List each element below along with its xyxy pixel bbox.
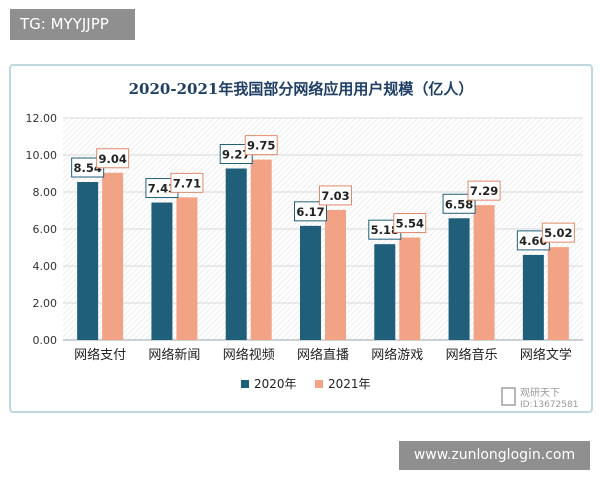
bar-2020 bbox=[448, 218, 470, 340]
data-label: 5.18 bbox=[371, 223, 399, 237]
data-label-box bbox=[442, 193, 476, 214]
data-label: 9.27 bbox=[222, 148, 250, 162]
data-label-box bbox=[393, 213, 427, 234]
data-label: 5.02 bbox=[544, 226, 572, 240]
source-watermark-name: 观研天下 bbox=[520, 387, 560, 399]
data-labels: 8.549.04 7.437.71 9.279.75 6.17 7.03 5.185.54… bbox=[71, 135, 575, 251]
x-tick-label: 网络视频 bbox=[223, 347, 275, 363]
data-label: 7.29 bbox=[470, 184, 498, 198]
x-tick-label: 网络音乐 bbox=[446, 347, 498, 363]
watermark-badge-bottom: www.zunlonglogin.com bbox=[399, 441, 590, 470]
bar-2020 bbox=[300, 225, 321, 340]
data-label-box bbox=[467, 180, 501, 201]
data-label: 5.54 bbox=[396, 217, 424, 231]
legend-label-2020: 2020年 bbox=[254, 377, 297, 391]
source-watermark-id: ID:13672581 bbox=[520, 400, 578, 410]
bar-2021 bbox=[399, 237, 421, 340]
x-tick-label: 网络支付 bbox=[74, 347, 126, 363]
data-label: 6.58 bbox=[445, 197, 473, 211]
data-label: 4.60 bbox=[519, 234, 547, 248]
bar-2020 bbox=[374, 244, 396, 340]
bars bbox=[77, 159, 569, 340]
data-label-box bbox=[170, 172, 204, 193]
data-label: 7.03 bbox=[321, 189, 349, 203]
bar-2020 bbox=[151, 202, 173, 340]
chart-title: 2020-2021年我国部分网络应用用户规模（亿人） bbox=[129, 80, 474, 98]
x-axis-labels: 网络支付 网络新闻 网络视频 网络直播 网络游戏 网络音乐 网络文学 bbox=[74, 347, 572, 363]
source-watermark: 观研天下 ID:13672581 bbox=[501, 387, 578, 410]
legend-label-2021: 2021年 bbox=[328, 377, 371, 391]
data-label: 7.43 bbox=[148, 182, 176, 196]
grid-lines bbox=[63, 117, 583, 341]
y-tick-label: 4.00 bbox=[33, 260, 58, 273]
y-tick-label: 8.00 bbox=[33, 186, 58, 199]
legend: 2020年 2021年 bbox=[241, 377, 371, 391]
y-tick-label: 12.00 bbox=[26, 112, 58, 125]
bar-2021 bbox=[102, 172, 124, 340]
data-label: 9.04 bbox=[98, 152, 126, 166]
watermark-badge-top: TG: MYYJJPP bbox=[10, 9, 135, 40]
y-tick-label: 0.00 bbox=[33, 334, 58, 347]
bar-2021 bbox=[473, 205, 495, 340]
legend-swatch-2021 bbox=[315, 380, 323, 388]
source-logo-icon bbox=[501, 387, 516, 406]
x-tick-label: 网络游戏 bbox=[371, 347, 423, 363]
data-label: 7.71 bbox=[173, 176, 201, 190]
data-label-box bbox=[541, 222, 575, 243]
data-label-box bbox=[96, 148, 130, 169]
chart-frame: 2020-2021年我国部分网络应用用户规模（亿人） 0.00 2.00 4.00 6… bbox=[9, 64, 593, 413]
data-label: 9.75 bbox=[247, 139, 275, 153]
y-axis: 0.00 2.00 4.00 6.00 8.00 10.00 12.00 bbox=[26, 112, 58, 347]
data-label: 6.17 bbox=[296, 205, 324, 219]
y-tick-label: 6.00 bbox=[33, 223, 58, 236]
x-tick-label: 网络直播 bbox=[297, 347, 349, 363]
bar-2020 bbox=[522, 254, 544, 340]
y-tick-label: 10.00 bbox=[26, 149, 58, 162]
bar-chart: 2020-2021年我国部分网络应用用户规模（亿人） 0.00 2.00 4.00 6… bbox=[26, 80, 583, 410]
bar-2020 bbox=[77, 182, 99, 340]
legend-swatch-2020 bbox=[241, 380, 249, 388]
data-label: 8.54 bbox=[73, 161, 101, 175]
data-label-box bbox=[294, 201, 327, 222]
bar-2021 bbox=[176, 197, 198, 340]
data-label-box bbox=[244, 135, 278, 156]
bar-2021 bbox=[250, 159, 272, 340]
y-tick-label: 2.00 bbox=[33, 297, 58, 310]
bar-2021 bbox=[325, 209, 346, 340]
x-tick-label: 网络文学 bbox=[520, 347, 572, 363]
bar-2021 bbox=[547, 247, 569, 340]
data-label-box bbox=[319, 185, 352, 206]
x-tick-label: 网络新闻 bbox=[148, 347, 200, 363]
bar-2020 bbox=[225, 168, 247, 340]
